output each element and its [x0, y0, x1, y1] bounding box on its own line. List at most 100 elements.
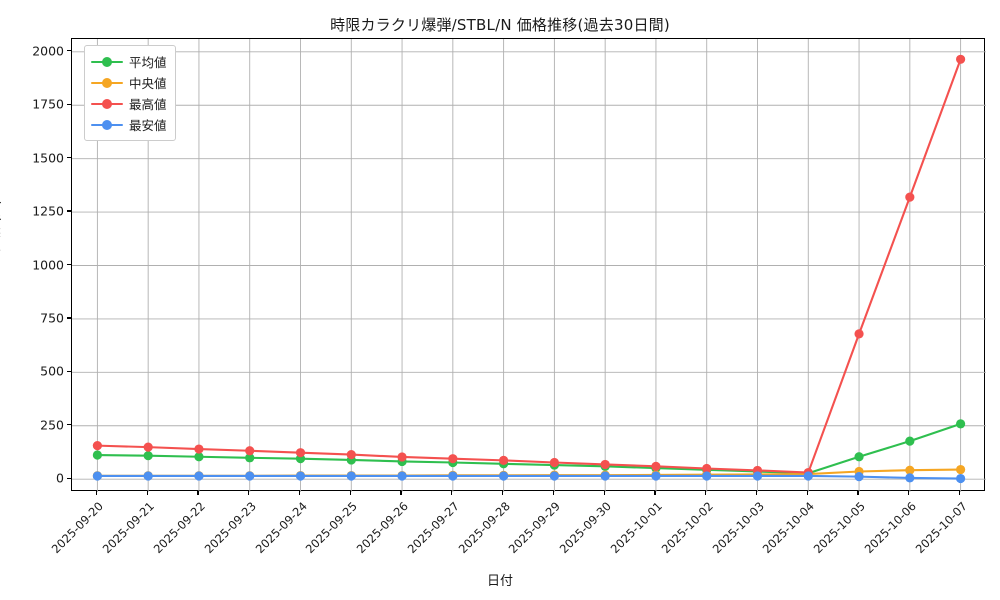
series-line-3: [96, 474, 962, 480]
data-point: [600, 459, 610, 470]
data-point: [346, 471, 356, 481]
x-tick-label: 2025-09-27: [404, 499, 462, 557]
y-tick-mark: [67, 317, 71, 319]
grid-lines: [72, 39, 986, 492]
x-tick-mark: [349, 491, 351, 495]
data-point: [499, 455, 509, 465]
y-tick-label: 750: [40, 310, 64, 326]
x-tick-mark: [806, 491, 808, 495]
data-point: [803, 471, 813, 481]
data-point: [295, 448, 306, 458]
x-tick-label: 2025-10-02: [658, 499, 716, 557]
data-point: [549, 471, 559, 481]
x-tick-mark: [502, 491, 504, 495]
data-point: [143, 471, 153, 481]
data-point: [651, 471, 661, 481]
legend-item-2[interactable]: 最高値: [91, 93, 167, 114]
x-tick-mark: [959, 491, 961, 495]
data-point: [92, 441, 102, 451]
data-point: [702, 471, 712, 481]
legend-label: 中央値: [129, 76, 167, 91]
data-point: [905, 436, 915, 446]
data-point: [905, 465, 915, 475]
legend-label: 平均値: [129, 55, 167, 70]
data-point: [905, 473, 915, 483]
x-tick-label: 2025-10-03: [709, 499, 767, 557]
y-tick-label: 1750: [32, 96, 64, 112]
data-point: [956, 464, 966, 475]
legend-item-1[interactable]: 中央値: [91, 72, 167, 93]
data-point: [295, 471, 306, 481]
series-line-0: [96, 422, 962, 475]
data-point: [854, 452, 864, 462]
legend-item-0[interactable]: 平均値: [91, 51, 167, 72]
x-axis-ticks: 2025-09-20 2025-09-21 2025-09-22 2025-09-23…: [0, 491, 1000, 596]
y-tick-mark: [67, 210, 71, 212]
x-tick-mark: [298, 491, 301, 495]
legend-label: 最高値: [129, 97, 167, 112]
data-point: [194, 452, 204, 462]
y-tick-mark: [67, 50, 71, 52]
data-point: [448, 454, 458, 464]
data-point: [92, 450, 102, 460]
data-point: [956, 54, 966, 64]
data-point: [194, 471, 204, 481]
x-tick-label: 2025-09-25: [302, 499, 361, 557]
chart-title: 時限カラクリ爆弾/STBL/N 価格推移(過去30日間): [330, 16, 670, 34]
y-tick-mark: [67, 103, 71, 105]
data-point: [956, 473, 966, 484]
series-line-1: [96, 468, 962, 477]
data-point: [346, 450, 356, 460]
x-tick-mark: [400, 491, 402, 495]
x-tick-mark: [146, 491, 148, 495]
x-axis-label: 日付: [486, 574, 513, 589]
data-point: [956, 419, 966, 429]
x-tick-mark: [95, 491, 97, 495]
x-tick-label: 2025-10-05: [810, 499, 868, 557]
y-tick-mark: [67, 477, 71, 479]
y-tick-label: 1000: [32, 257, 64, 272]
data-point: [854, 472, 864, 482]
data-point: [143, 442, 153, 452]
x-tick-label: 2025-09-28: [455, 499, 513, 557]
x-tick-label: 2025-10-04: [759, 499, 818, 557]
legend-swatch-icon: [91, 96, 123, 112]
x-tick-mark: [603, 491, 605, 495]
x-tick-label: 2025-09-24: [252, 499, 310, 557]
data-point: [905, 192, 915, 202]
y-axis-ticks: 0 250 500 750 1000 1250 1500 1750 2000: [0, 38, 1000, 491]
data-point: [397, 452, 407, 462]
data-series-layer: [92, 54, 966, 484]
x-tick-label: 2025-09-30: [556, 499, 615, 557]
y-tick-mark: [67, 424, 71, 426]
chart-legend: 平均値中央値最高値最安値: [84, 45, 176, 141]
data-point: [549, 457, 559, 468]
data-point: [143, 451, 153, 461]
data-point: [499, 471, 509, 481]
x-tick-mark: [197, 491, 199, 495]
x-tick-label: 2025-09-22: [150, 499, 208, 557]
y-tick-label: 1500: [32, 150, 64, 166]
data-point: [651, 461, 661, 471]
data-point: [245, 471, 255, 481]
x-tick-mark: [908, 491, 910, 495]
legend-item-3[interactable]: 最安値: [91, 114, 167, 135]
legend-swatch-icon: [91, 117, 123, 133]
y-tick-label: 500: [40, 363, 64, 379]
y-tick-label: 0: [56, 470, 64, 486]
data-point: [245, 446, 255, 456]
x-tick-mark: [654, 491, 656, 495]
x-tick-mark: [857, 491, 859, 495]
y-tick-label: 250: [40, 417, 64, 433]
data-point: [448, 471, 458, 481]
data-point: [194, 444, 204, 454]
x-tick-mark: [248, 491, 250, 495]
legend-label: 最安値: [129, 118, 167, 133]
data-point: [854, 329, 864, 339]
legend-swatch-icon: [91, 54, 123, 70]
x-tick-mark: [552, 491, 554, 495]
series-line-2: [96, 58, 962, 474]
data-point: [397, 471, 407, 481]
plot-area: [71, 38, 986, 492]
